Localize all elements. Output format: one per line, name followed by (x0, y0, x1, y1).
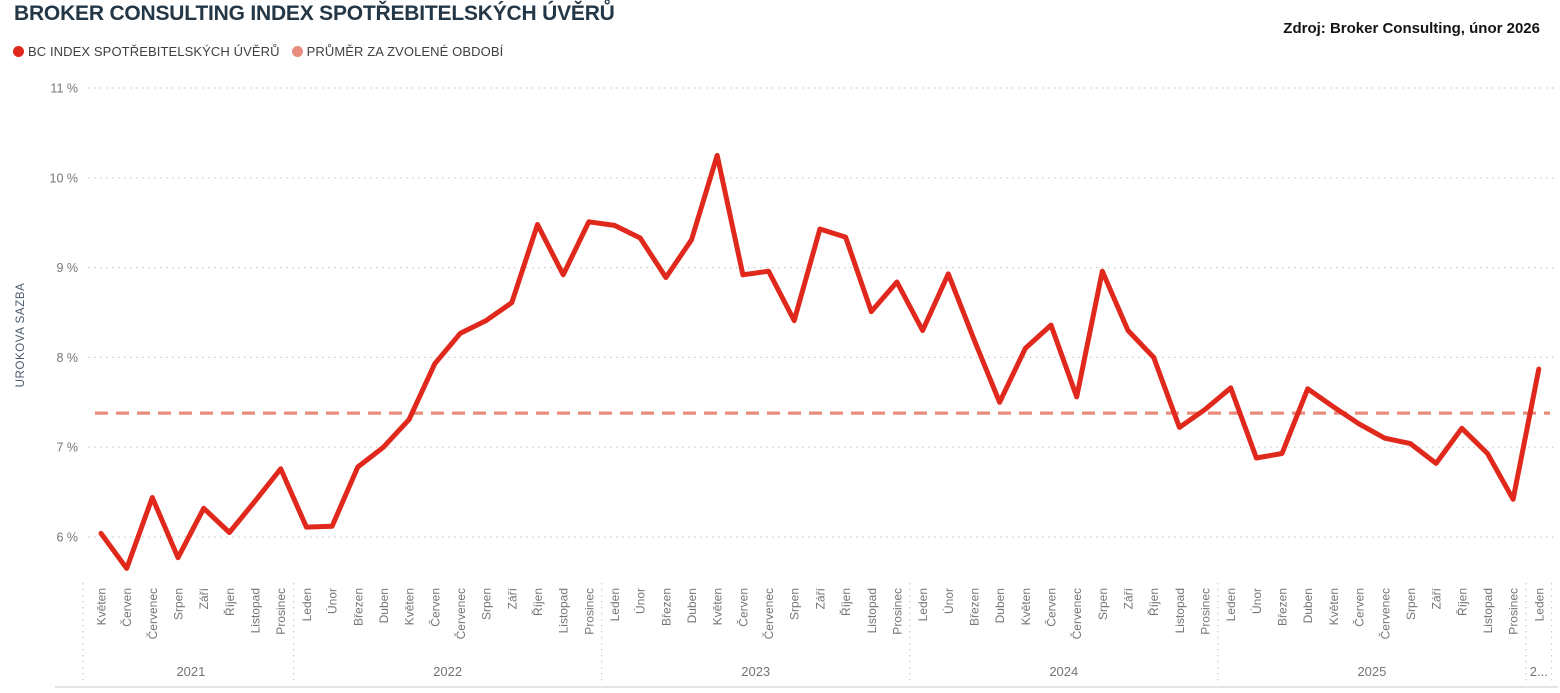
x-month-label: Prosinec (1507, 588, 1521, 635)
index-line[interactable] (98, 152, 1542, 571)
x-month-label: Červen (427, 588, 442, 627)
x-month-label: Prosinec (1199, 588, 1213, 635)
x-month-label: Duben (685, 588, 699, 623)
legend: BC INDEX SPOTŘEBITELSKÝCH ÚVĚRŮ PRŮMĚR ZA… (13, 44, 503, 59)
x-month-label: Květen (1019, 588, 1033, 625)
x-month-label: Srpen (172, 588, 186, 620)
y-tick-label: 6 % (56, 531, 78, 545)
x-month-label: Červen (1352, 588, 1367, 627)
x-month-label: Říjen (838, 588, 853, 616)
x-month-label: Leden (608, 588, 622, 621)
x-month-label: Březen (351, 588, 365, 626)
x-month-label: Září (197, 587, 211, 609)
x-month-label: Listopad (1173, 588, 1187, 633)
x-year-label: 2024 (1049, 664, 1078, 679)
x-month-label: Červen (1044, 588, 1059, 627)
x-month-label: Březen (1276, 588, 1290, 626)
x-month-label: Listopad (865, 588, 879, 633)
x-month-label: Listopad (1481, 588, 1495, 633)
y-tick-label: 9 % (56, 261, 78, 275)
y-tick-label: 10 % (50, 171, 79, 185)
x-month-label: Únor (941, 588, 956, 614)
legend-item[interactable]: BC INDEX SPOTŘEBITELSKÝCH ÚVĚRŮ (13, 44, 280, 59)
x-month-label: Srpen (788, 588, 802, 620)
x-month-label: Červen (735, 588, 750, 627)
x-month-label: Červenec (453, 588, 468, 639)
x-month-label: Květen (711, 588, 725, 625)
x-year-label: 2022 (433, 664, 462, 679)
x-year-label: 2... (1530, 664, 1548, 679)
legend-dot-icon (13, 46, 24, 57)
x-month-label: Květen (1327, 588, 1341, 625)
x-month-label: Říjen (530, 588, 545, 616)
x-month-label: Říjen (1454, 588, 1469, 616)
x-month-label: Květen (403, 588, 417, 625)
x-month-label: Září (813, 587, 827, 609)
y-tick-label: 7 % (56, 441, 78, 455)
source-note: Zdroj: Broker Consulting, únor 2026 (1283, 20, 1540, 37)
legend-item[interactable]: PRŮMĚR ZA ZVOLENÉ OBDOBÍ (291, 44, 504, 59)
legend-label: PRŮMĚR ZA ZVOLENÉ OBDOBÍ (306, 44, 504, 59)
x-month-label: Březen (659, 588, 673, 626)
page-title: BROKER CONSULTING INDEX SPOTŘEBITELSKÝCH… (14, 2, 615, 25)
x-month-label: Červenec (761, 588, 776, 639)
x-month-label: Srpen (1096, 588, 1110, 620)
x-month-label: Září (1430, 587, 1444, 609)
x-month-label: Listopad (249, 588, 263, 633)
x-year-label: 2025 (1357, 664, 1386, 679)
y-axis-title: UROKOVA SAZBA (15, 283, 27, 388)
x-month-label: Leden (300, 588, 314, 621)
legend-label: BC INDEX SPOTŘEBITELSKÝCH ÚVĚRŮ (28, 44, 280, 59)
x-month-label: Leden (916, 588, 930, 621)
x-month-label: Březen (968, 588, 982, 626)
x-month-label: Říjen (222, 588, 237, 616)
x-month-label: Duben (377, 588, 391, 623)
y-tick-label: 8 % (56, 351, 78, 365)
y-tick-label: 11 % (50, 82, 78, 96)
x-month-label: Prosinec (890, 588, 904, 635)
x-month-label: Leden (1224, 588, 1238, 621)
x-month-label: Únor (325, 588, 340, 614)
legend-dot-icon (291, 46, 303, 57)
x-month-label: Listopad (557, 588, 571, 633)
x-month-label: Duben (1301, 588, 1315, 623)
x-month-label: Prosinec (274, 588, 288, 635)
x-month-label: Únor (633, 588, 648, 614)
x-month-label: Říjen (1146, 588, 1161, 616)
x-month-label: Červen (119, 588, 134, 627)
x-month-label: Srpen (480, 588, 494, 620)
x-month-label: Červenec (145, 588, 160, 639)
x-month-label: Leden (1532, 588, 1546, 621)
x-month-label: Září (505, 587, 519, 609)
x-month-label: Květen (95, 588, 109, 625)
x-month-label: Srpen (1404, 588, 1418, 620)
x-month-label: Červenec (1377, 588, 1392, 639)
x-month-label: Červenec (1069, 588, 1084, 639)
x-month-label: Prosinec (582, 588, 596, 635)
x-year-label: 2021 (176, 664, 205, 679)
x-month-label: Duben (993, 588, 1007, 623)
x-month-label: Září (1122, 587, 1136, 609)
x-month-label: Únor (1249, 588, 1264, 614)
x-year-label: 2023 (741, 664, 770, 679)
